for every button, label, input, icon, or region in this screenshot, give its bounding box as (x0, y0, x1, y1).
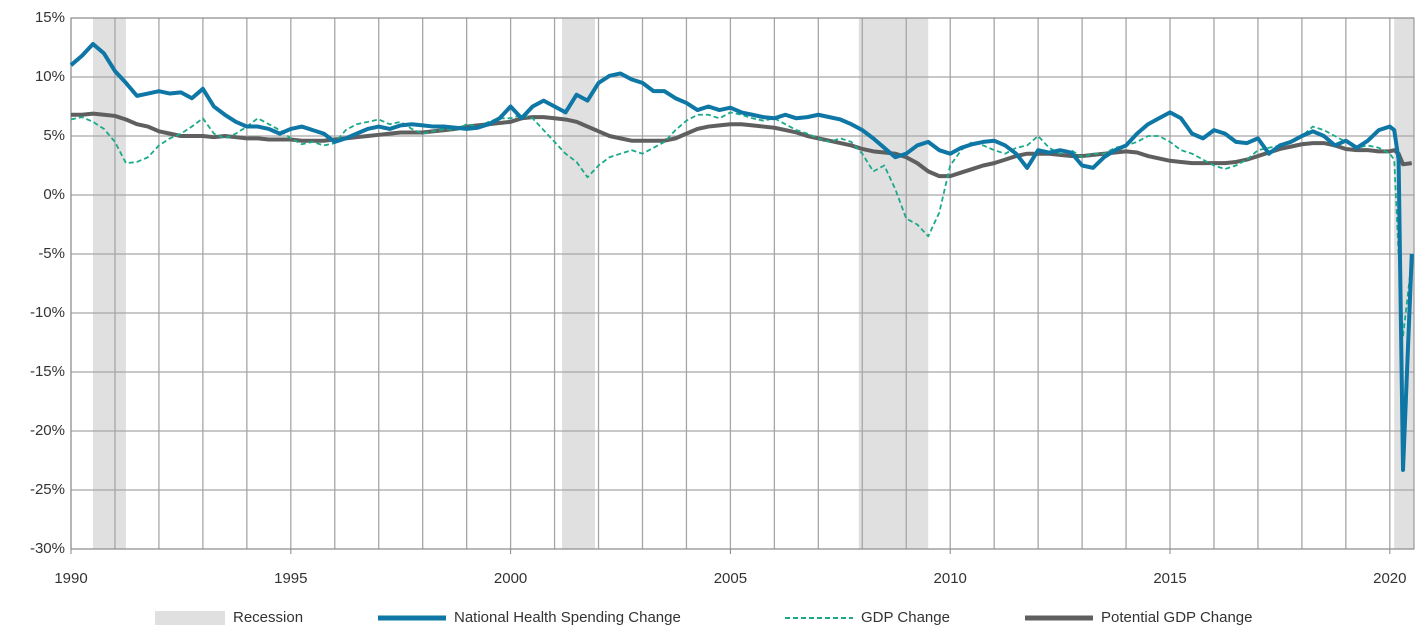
y-tick-label: -25% (30, 481, 65, 498)
series-line (70, 111, 1413, 338)
y-tick-label: -15% (30, 363, 65, 380)
recession-band (92, 18, 126, 549)
plot-border (70, 17, 1415, 550)
x-tick-label: 2015 (1153, 570, 1186, 587)
x-tick-label: 2000 (494, 570, 527, 587)
legend-swatch (155, 611, 225, 625)
legend-label: GDP Change (861, 609, 950, 626)
legend-label: Potential GDP Change (1101, 609, 1253, 626)
y-tick-label: 10% (35, 68, 65, 85)
x-tick-label: 2010 (934, 570, 967, 587)
y-tick-label: 0% (43, 186, 65, 203)
series-line (71, 111, 1413, 179)
legend-label: National Health Spending Change (454, 609, 681, 626)
x-tick-label: 1990 (54, 570, 87, 587)
recession-band (858, 18, 929, 549)
x-tick-label: 2020 (1373, 570, 1406, 587)
y-tick-label: -30% (30, 540, 65, 557)
y-tick-label: 5% (43, 127, 65, 144)
x-tick-label: 2005 (714, 570, 747, 587)
y-tick-label: -20% (30, 422, 65, 439)
y-tick-label: 15% (35, 9, 65, 26)
series-line (69, 41, 1414, 472)
legend-label: Recession (233, 609, 303, 626)
x-tick-label: 1995 (274, 570, 307, 587)
y-tick-label: -5% (38, 245, 65, 262)
y-tick-label: -10% (30, 304, 65, 321)
